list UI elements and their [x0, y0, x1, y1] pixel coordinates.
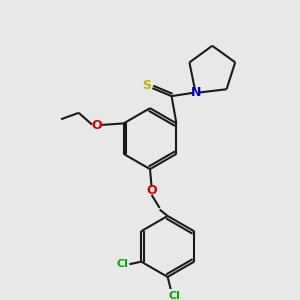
Text: N: N	[190, 86, 201, 99]
Text: Cl: Cl	[168, 290, 180, 300]
Text: O: O	[91, 118, 102, 131]
Text: O: O	[146, 184, 157, 197]
Text: Cl: Cl	[116, 259, 128, 269]
Text: S: S	[142, 79, 151, 92]
